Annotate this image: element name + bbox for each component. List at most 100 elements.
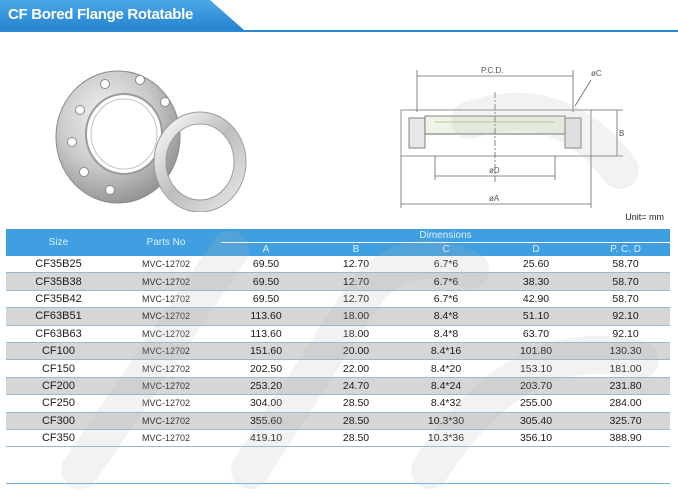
table-row: CF100 MVC-12702 151.60 20.00 8.4*16 101.80 130… (6, 342, 671, 361)
cell-c: 6.7*6 (401, 256, 491, 274)
dim-header-pcd: P. C. D (581, 242, 671, 256)
dim-header-c: C (401, 242, 491, 256)
cell-a: 69.50 (221, 272, 311, 291)
cell-b: 22.00 (311, 359, 401, 378)
table-row: CF35B25 MVC-12702 69.50 12.70 6.7*6 25.60 58.7… (6, 256, 671, 274)
cell-b: 12.70 (311, 256, 401, 274)
cell-pcd: 92.10 (581, 307, 671, 326)
cell-c: 8.4*32 (401, 394, 491, 413)
table-row: CF200 MVC-12702 253.20 24.70 8.4*24 203.70 231… (6, 377, 671, 396)
cell-c: 8.4*20 (401, 359, 491, 378)
cell-d: 101.80 (491, 342, 581, 361)
cell-d: 63.70 (491, 325, 581, 343)
cell-d: 153.10 (491, 359, 581, 378)
table-row: CF150 MVC-12702 202.50 22.00 8.4*20 153.10 181… (6, 359, 671, 378)
cell-b: 12.70 (311, 272, 401, 291)
cell-c: 6.7*6 (401, 290, 491, 309)
cell-c: 10.3*36 (401, 429, 491, 448)
table-header-row: Size Parts No Dimensions (6, 229, 671, 256)
cell-part: MVC-12702 (111, 359, 221, 378)
cell-part: MVC-12702 (111, 307, 221, 326)
cell-size: CF35B42 (6, 290, 111, 309)
c-label: øC (591, 69, 602, 78)
cell-size: CF250 (6, 394, 111, 413)
cell-pcd: 92.10 (581, 325, 671, 343)
cell-size: CF100 (6, 342, 111, 361)
cell-a: 253.20 (221, 377, 311, 396)
cell-a: 151.60 (221, 342, 311, 361)
cell-size: CF200 (6, 377, 111, 396)
table-bottom-line (6, 483, 670, 484)
table-row: CF63B51 MVC-12702 113.60 18.00 8.4*8 51.10 92.… (6, 307, 671, 326)
title-banner (0, 0, 244, 30)
cell-a: 113.60 (221, 307, 311, 326)
cell-a: 69.50 (221, 256, 311, 274)
cell-a: 113.60 (221, 325, 311, 343)
cell-part: MVC-12702 (111, 290, 221, 309)
cell-b: 28.50 (311, 394, 401, 413)
table-row: CF35B38 MVC-12702 69.50 12.70 6.7*6 38.30 58.7… (6, 272, 671, 291)
cell-d: 203.70 (491, 377, 581, 396)
dimensions-header: Dimensions (221, 229, 671, 243)
cell-d: 42.90 (491, 290, 581, 309)
cell-d: 305.40 (491, 412, 581, 430)
cell-pcd: 231.80 (581, 377, 671, 396)
dim-header-a: A (221, 242, 311, 256)
a-label: øA (489, 194, 500, 203)
table-row: CF35B42 MVC-12702 69.50 12.70 6.7*6 42.90 58.7… (6, 290, 671, 309)
cell-a: 419.10 (221, 429, 311, 448)
cell-part: MVC-12702 (111, 377, 221, 396)
cell-part: MVC-12702 (111, 256, 221, 274)
cell-c: 10.3*30 (401, 412, 491, 430)
b-label: B (619, 129, 624, 138)
cell-a: 202.50 (221, 359, 311, 378)
cell-d: 51.10 (491, 307, 581, 326)
cell-pcd: 130.30 (581, 342, 671, 361)
cell-b: 28.50 (311, 412, 401, 430)
cell-part: MVC-12702 (111, 394, 221, 413)
cell-size: CF63B63 (6, 325, 111, 343)
title-divider (0, 30, 678, 32)
d-label: øD (489, 166, 500, 175)
cell-d: 38.30 (491, 272, 581, 291)
spec-table: Size Parts No Dimensions A B C D P. C. D… (6, 229, 671, 448)
cell-b: 20.00 (311, 342, 401, 361)
table-row: CF250 MVC-12702 304.00 28.50 8.4*32 255.00 284… (6, 394, 671, 413)
cell-d: 356.10 (491, 429, 581, 448)
table-row: CF300 MVC-12702 355.60 28.50 10.3*30 305.40 32… (6, 412, 671, 430)
cell-c: 8.4*16 (401, 342, 491, 361)
size-header: Size (6, 229, 111, 256)
table-row: CF350 MVC-12702 419.10 28.50 10.3*36 356.10 38… (6, 429, 671, 448)
cell-a: 355.60 (221, 412, 311, 430)
cell-part: MVC-12702 (111, 429, 221, 448)
cell-pcd: 325.70 (581, 412, 671, 430)
cell-b: 18.00 (311, 325, 401, 343)
dim-header-b: B (311, 242, 401, 256)
cell-size: CF35B25 (6, 256, 111, 274)
cell-part: MVC-12702 (111, 272, 221, 291)
cell-c: 8.4*8 (401, 307, 491, 326)
cell-b: 12.70 (311, 290, 401, 309)
cell-pcd: 284.00 (581, 394, 671, 413)
cell-b: 18.00 (311, 307, 401, 326)
cell-pcd: 181.00 (581, 359, 671, 378)
table-subheader-row: A B C D P. C. D (6, 242, 671, 256)
cell-size: CF150 (6, 359, 111, 378)
cell-c: 6.7*6 (401, 272, 491, 291)
cell-b: 24.70 (311, 377, 401, 396)
flange-photo (55, 70, 247, 212)
parts-header: Parts No (111, 229, 221, 256)
cell-d: 255.00 (491, 394, 581, 413)
cell-c: 8.4*8 (401, 325, 491, 343)
cell-pcd: 58.70 (581, 290, 671, 309)
cell-a: 304.00 (221, 394, 311, 413)
cell-d: 25.60 (491, 256, 581, 274)
dim-header-d: D (491, 242, 581, 256)
cell-pcd: 58.70 (581, 272, 671, 291)
cell-size: CF300 (6, 412, 111, 430)
page-title: CF Bored Flange Rotatable (8, 6, 194, 23)
cell-pcd: 388.90 (581, 429, 671, 448)
cell-pcd: 58.70 (581, 256, 671, 274)
flange-cross-section-drawing: P.C.D. øC B øD øA (400, 66, 624, 208)
cell-part: MVC-12702 (111, 412, 221, 430)
